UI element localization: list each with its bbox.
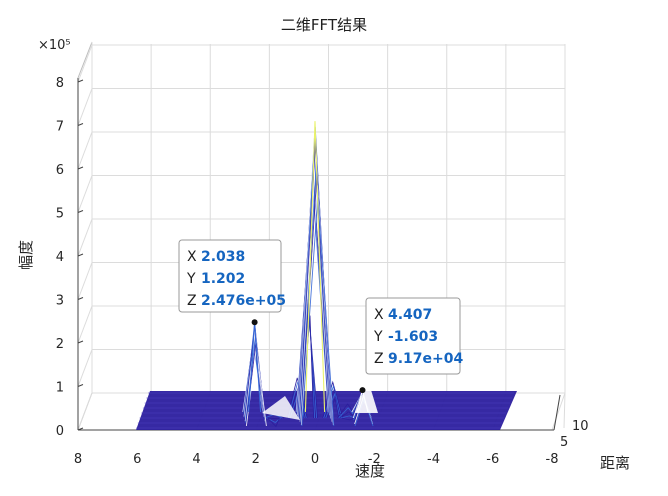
x-tick-label: -6 — [486, 452, 499, 467]
z-tick-label: 6 — [56, 163, 64, 178]
ripple-line — [339, 411, 356, 419]
grid-line-z-side — [77, 175, 93, 213]
z-tick-label: 7 — [56, 120, 64, 135]
surface-floor — [136, 391, 517, 430]
main-peak — [295, 121, 335, 427]
datatip-value: -1.603 — [388, 329, 438, 345]
datatip-key: X — [374, 307, 384, 323]
datatip-value: 2.038 — [201, 249, 245, 265]
chart-title: 二维FFT结果 — [281, 16, 367, 34]
ripple-line — [267, 417, 280, 428]
z-tick-mark — [77, 210, 84, 213]
y-tick-label: 5 — [560, 435, 568, 450]
datatip-key: Y — [186, 271, 196, 287]
y-axis-line — [553, 394, 561, 431]
right-floor-edge — [563, 392, 566, 429]
x-axis-label: 速度 — [355, 462, 385, 480]
grid-line-z-side — [77, 88, 93, 126]
grid-line-z-side — [77, 349, 93, 387]
datatip-box — [365, 297, 461, 375]
left-wall-edge — [77, 41, 93, 430]
ripple-line — [341, 417, 354, 421]
datatip-key: Y — [373, 329, 383, 345]
x-tick-label: -2 — [368, 452, 381, 467]
z-tick-mark — [77, 79, 84, 83]
ripple-line — [286, 377, 308, 419]
z-tick-label: 2 — [56, 337, 64, 352]
peak-base-highlight — [355, 380, 378, 413]
y-tick-label: 10 — [572, 419, 589, 434]
x-tick-label: -4 — [427, 452, 440, 467]
ripple-line — [340, 415, 355, 419]
ripple-line — [322, 380, 344, 419]
grid-line-z-side — [77, 262, 93, 300]
peak-ridge — [304, 121, 326, 413]
grid-line-x-floor — [551, 392, 566, 431]
datatip-value: 2.476e+05 — [201, 293, 286, 309]
x-tick-label: 0 — [311, 452, 319, 467]
z-tick-label: 5 — [56, 207, 64, 222]
z-tick-mark — [77, 253, 84, 257]
z-tick-mark — [77, 123, 84, 126]
fft-surface — [136, 121, 517, 430]
datatip-key: Z — [374, 351, 384, 367]
x-tick-label: 8 — [74, 452, 82, 467]
datatip-key: Z — [187, 293, 197, 309]
datatip-value: 1.202 — [201, 271, 245, 287]
grid-line-z-side — [77, 44, 93, 83]
grid-line-z-side — [77, 305, 93, 344]
z-exponent-label: ×10⁵ — [38, 38, 71, 53]
datatip-box — [178, 239, 282, 313]
z-tick-label: 1 — [56, 381, 64, 396]
datatip-marker — [359, 387, 366, 394]
z-tick-label: 8 — [56, 76, 64, 91]
y-tick-labels: 5 10 — [560, 419, 589, 450]
x-tick-label: 4 — [192, 452, 200, 467]
x-tick-label: 6 — [133, 452, 141, 467]
peak-base-highlight — [262, 396, 300, 420]
datatip-key: X — [187, 249, 197, 265]
z-tick-mark — [77, 340, 84, 344]
datatip-value: 9.17e+04 — [388, 351, 464, 367]
datatip-value: 4.407 — [388, 307, 432, 323]
x-tick-labels: 8 6 4 2 0 -2 -4 -6 -8 — [74, 452, 559, 467]
z-tick-label: 4 — [56, 250, 64, 265]
z-tick-labels: 0 1 2 3 4 5 6 7 8 — [56, 76, 84, 439]
grid-line-z-side — [77, 218, 93, 257]
z-tick-mark — [77, 297, 84, 300]
z-tick-mark — [77, 427, 84, 431]
y-axis-label: 距离 — [600, 454, 630, 472]
z-tick-mark — [77, 166, 84, 170]
grid-line-x-floor — [77, 392, 93, 431]
z-tick-mark — [77, 384, 84, 387]
z-tick-label: 3 — [56, 294, 64, 309]
grid-line-z-side — [77, 131, 93, 170]
x-tick-label: -8 — [546, 452, 559, 467]
ripple-line — [323, 384, 343, 419]
x-tick-label: 2 — [252, 452, 260, 467]
z-tick-label: 0 — [56, 424, 64, 439]
datatip-marker — [251, 319, 258, 326]
z-axis-label: 幅度 — [17, 240, 35, 270]
